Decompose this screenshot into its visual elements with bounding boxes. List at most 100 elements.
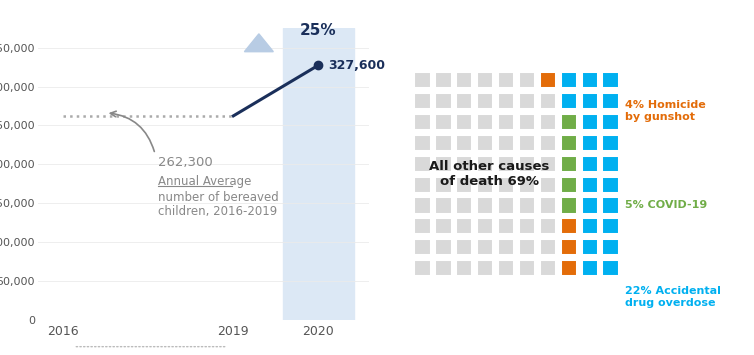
Bar	[559, 175, 577, 193]
Bar	[539, 259, 556, 276]
Bar	[581, 217, 598, 234]
Bar	[539, 134, 556, 151]
Bar	[559, 92, 577, 109]
Bar	[518, 175, 535, 193]
Bar	[455, 196, 473, 214]
Bar	[476, 238, 493, 255]
Bar	[581, 71, 598, 88]
Bar	[539, 155, 556, 172]
Bar	[455, 259, 473, 276]
Bar	[476, 175, 493, 193]
Bar	[434, 71, 452, 88]
Bar	[559, 238, 577, 255]
Bar	[497, 134, 514, 151]
Bar	[518, 71, 535, 88]
Bar	[455, 113, 473, 130]
Polygon shape	[244, 34, 274, 52]
Text: 4% Homicide
by gunshot: 4% Homicide by gunshot	[625, 100, 706, 122]
Text: 262,300: 262,300	[158, 157, 213, 169]
Bar	[434, 238, 452, 255]
Bar	[434, 175, 452, 193]
Bar	[434, 217, 452, 234]
Bar	[559, 71, 577, 88]
Text: 22% Accidental
drug overdose: 22% Accidental drug overdose	[625, 286, 721, 308]
Bar	[539, 238, 556, 255]
Bar	[476, 134, 493, 151]
Bar	[559, 134, 577, 151]
Bar	[455, 238, 473, 255]
Bar	[497, 175, 514, 193]
Bar	[455, 217, 473, 234]
Bar	[413, 238, 431, 255]
Bar	[413, 134, 431, 151]
Bar	[455, 71, 473, 88]
Bar	[434, 259, 452, 276]
Bar	[476, 92, 493, 109]
Bar	[476, 71, 493, 88]
Bar	[497, 259, 514, 276]
Bar	[559, 217, 577, 234]
Bar	[434, 134, 452, 151]
Bar	[413, 175, 431, 193]
Bar	[497, 196, 514, 214]
Bar	[602, 259, 618, 276]
Text: 5% COVID-19: 5% COVID-19	[625, 200, 707, 210]
Bar	[413, 196, 431, 214]
Bar	[434, 92, 452, 109]
Bar	[413, 259, 431, 276]
Bar	[497, 238, 514, 255]
Bar	[602, 196, 618, 214]
Bar	[539, 175, 556, 193]
Bar	[581, 196, 598, 214]
Bar	[518, 92, 535, 109]
Bar	[283, 28, 354, 320]
Bar	[539, 217, 556, 234]
Text: Annual Average: Annual Average	[158, 175, 252, 188]
Bar	[602, 175, 618, 193]
Bar	[518, 134, 535, 151]
Bar	[602, 238, 618, 255]
Bar	[518, 113, 535, 130]
Bar	[413, 113, 431, 130]
Bar	[602, 71, 618, 88]
Bar	[539, 196, 556, 214]
Bar	[413, 92, 431, 109]
Bar	[518, 155, 535, 172]
Bar	[581, 259, 598, 276]
Text: children, 2016-2019: children, 2016-2019	[158, 204, 277, 218]
Bar	[476, 113, 493, 130]
Bar	[434, 155, 452, 172]
Bar	[581, 134, 598, 151]
Bar	[434, 113, 452, 130]
Bar	[476, 217, 493, 234]
Bar	[602, 217, 618, 234]
Bar	[413, 155, 431, 172]
Bar	[581, 175, 598, 193]
Bar	[602, 113, 618, 130]
Bar	[539, 71, 556, 88]
Text: All other causes
of death 69%: All other causes of death 69%	[429, 160, 550, 188]
Bar	[559, 155, 577, 172]
Bar	[497, 71, 514, 88]
Bar	[455, 134, 473, 151]
Text: 327,600: 327,600	[329, 59, 385, 72]
Bar	[476, 259, 493, 276]
Bar	[476, 155, 493, 172]
Bar	[518, 238, 535, 255]
Text: number of bereaved: number of bereaved	[158, 191, 279, 204]
Bar	[602, 134, 618, 151]
Bar	[518, 217, 535, 234]
Bar	[602, 155, 618, 172]
Bar	[455, 175, 473, 193]
Bar	[559, 196, 577, 214]
Bar	[539, 113, 556, 130]
Bar	[539, 92, 556, 109]
Bar	[581, 92, 598, 109]
Bar	[455, 92, 473, 109]
Bar	[413, 71, 431, 88]
Text: 25%: 25%	[300, 23, 337, 38]
Bar	[413, 217, 431, 234]
Bar	[581, 113, 598, 130]
Bar	[518, 259, 535, 276]
Bar	[559, 113, 577, 130]
